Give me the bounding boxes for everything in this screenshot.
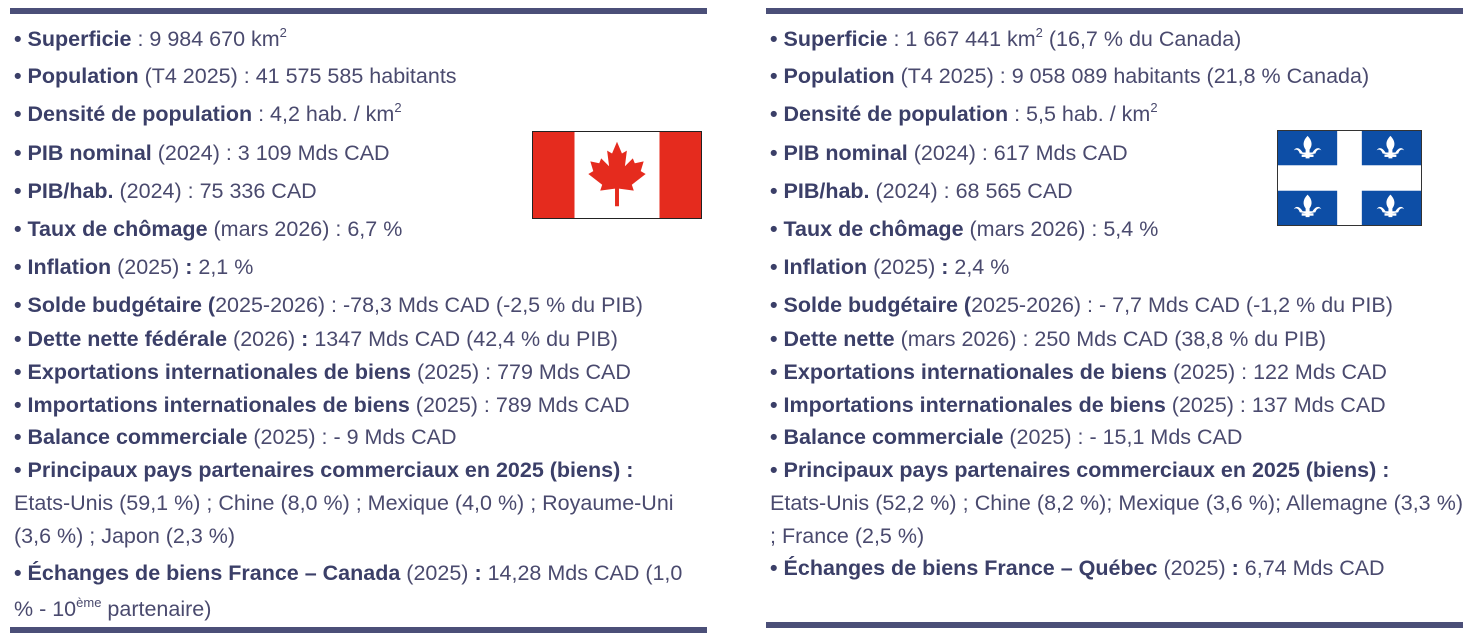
fact-value: Etats-Unis (52,2 %) ; Chine (8,2 %); Mex… bbox=[770, 491, 1463, 548]
fact-population: • Population (T4 2025) : 9 058 089 habit… bbox=[770, 64, 1370, 88]
fact-pib-hab: • PIB/hab. (2024) : 75 336 CAD bbox=[14, 179, 317, 203]
fact-chomage: • Taux de chômage (mars 2026) : 6,7 % bbox=[14, 217, 403, 241]
fact-label: Densité de population bbox=[27, 102, 253, 126]
fact-value: 6,7 % bbox=[347, 217, 403, 241]
fact-densite: • Densité de population : 4,2 hab. / km2 bbox=[14, 100, 402, 126]
fact-label: Taux de chômage bbox=[783, 217, 964, 241]
fact-value: 75 336 CAD bbox=[199, 179, 317, 203]
fact-label: Échanges de biens France – Québec bbox=[783, 556, 1158, 580]
fact-value: -78,3 Mds CAD (-2,5 % du PIB) bbox=[342, 293, 643, 317]
fact-value: Etats-Unis (59,1 %) ; Chine (8,0 %) ; Me… bbox=[14, 491, 674, 548]
fact-value: 68 565 CAD bbox=[955, 179, 1073, 203]
fact-label: Population bbox=[27, 64, 139, 88]
fact-label: Taux de chômage bbox=[27, 217, 208, 241]
fact-label: Inflation bbox=[783, 255, 868, 279]
fact-label: Solde budgétaire ( bbox=[783, 293, 972, 317]
fact-value: 14,28 Mds CAD (1,0 % - 10 bbox=[14, 561, 683, 621]
fact-balance: • Balance commerciale (2025) : - 15,1 Md… bbox=[770, 425, 1243, 449]
fact-importations: • Importations internationales de biens … bbox=[770, 393, 1386, 417]
canada-fact-panel: • Superficie : 9 984 670 km2 • Populatio… bbox=[10, 0, 707, 643]
quebec-flag-icon bbox=[1277, 130, 1422, 226]
fact-value: 779 Mds CAD bbox=[497, 360, 631, 384]
top-rule bbox=[766, 8, 1463, 14]
fact-label: Exportations internationales de biens bbox=[27, 360, 412, 384]
fact-label: Superficie bbox=[783, 27, 888, 51]
fact-value: 2,1 % bbox=[192, 255, 254, 279]
fact-label: PIB nominal bbox=[783, 141, 908, 165]
fact-label: Densité de population bbox=[783, 102, 1009, 126]
fact-value: 3 109 Mds CAD bbox=[237, 141, 390, 165]
fact-superficie: • Superficie : 1 667 441 km2 (16,7 % du … bbox=[770, 25, 1242, 51]
fact-label: Solde budgétaire ( bbox=[27, 293, 216, 317]
fact-value: 9 058 089 habitants (21,8 % Canada) bbox=[1011, 64, 1370, 88]
fact-value: 122 Mds CAD bbox=[1253, 360, 1387, 384]
fact-value: 41 575 585 habitants bbox=[255, 64, 457, 88]
fact-label: Superficie bbox=[27, 27, 132, 51]
fact-population: • Population (T4 2025) : 41 575 585 habi… bbox=[14, 64, 457, 88]
fact-dette: • Dette nette fédérale (2026) : 1347 Mds… bbox=[14, 327, 618, 351]
quebec-fact-panel: • Superficie : 1 667 441 km2 (16,7 % du … bbox=[766, 0, 1463, 643]
fact-label: Échanges de biens France – Canada bbox=[27, 561, 401, 585]
fact-value: 9 984 670 km bbox=[149, 27, 280, 51]
fact-label: PIB nominal bbox=[27, 141, 152, 165]
fact-value: 789 Mds CAD bbox=[495, 393, 630, 417]
fact-label: PIB/hab. bbox=[783, 179, 870, 203]
fact-label: Population bbox=[783, 64, 895, 88]
fact-label: Balance commerciale bbox=[783, 425, 1004, 449]
fact-exportations: • Exportations internationales de biens … bbox=[770, 360, 1387, 384]
fact-inflation: • Inflation (2025) : 2,1 % bbox=[14, 255, 254, 279]
fact-pib-nominal: • PIB nominal (2024) : 3 109 Mds CAD bbox=[14, 141, 390, 165]
fact-label: Importations internationales de biens bbox=[783, 393, 1166, 417]
fact-superficie: • Superficie : 9 984 670 km2 bbox=[14, 25, 287, 51]
fact-pib-nominal: • PIB nominal (2024) : 617 Mds CAD bbox=[770, 141, 1128, 165]
fact-label: Dette nette fédérale bbox=[27, 327, 228, 351]
fact-value: 617 Mds CAD bbox=[993, 141, 1128, 165]
fact-echanges: • Échanges de biens France – Canada (202… bbox=[14, 561, 683, 621]
bottom-rule bbox=[10, 627, 707, 633]
fact-value: 250 Mds CAD (38,8 % du PIB) bbox=[1034, 327, 1326, 351]
fact-densite: • Densité de population : 5,5 hab. / km2 bbox=[770, 100, 1158, 126]
fact-label: Principaux pays partenaires commerciaux … bbox=[27, 458, 634, 482]
fact-label: Importations internationales de biens bbox=[27, 393, 410, 417]
fact-partenaires: • Principaux pays partenaires commerciau… bbox=[770, 458, 1463, 548]
fact-solde: • Solde budgétaire (2025-2026) : - 7,7 M… bbox=[770, 293, 1393, 317]
fact-value: 5,4 % bbox=[1103, 217, 1159, 241]
fact-exportations: • Exportations internationales de biens … bbox=[14, 360, 631, 384]
fact-value: - 9 Mds CAD bbox=[333, 425, 457, 449]
fact-label: PIB/hab. bbox=[27, 179, 114, 203]
fact-echanges: • Échanges de biens France – Québec (202… bbox=[770, 556, 1385, 580]
fact-value: 2,4 % bbox=[948, 255, 1010, 279]
fact-label: Dette nette bbox=[783, 327, 895, 351]
fact-value: 4,2 hab. / km bbox=[270, 102, 395, 126]
fact-value: - 7,7 Mds CAD (-1,2 % du PIB) bbox=[1098, 293, 1393, 317]
fact-value: 1 667 441 km bbox=[905, 27, 1036, 51]
fact-dette: • Dette nette (mars 2026) : 250 Mds CAD … bbox=[770, 327, 1326, 351]
fact-label: Principaux pays partenaires commerciaux … bbox=[783, 458, 1390, 482]
bottom-rule bbox=[766, 622, 1463, 628]
fact-partenaires: • Principaux pays partenaires commerciau… bbox=[14, 458, 674, 548]
fact-label: Inflation bbox=[27, 255, 112, 279]
fact-value: 137 Mds CAD bbox=[1251, 393, 1386, 417]
fact-label: Balance commerciale bbox=[27, 425, 248, 449]
fact-balance: • Balance commerciale (2025) : - 9 Mds C… bbox=[14, 425, 457, 449]
fact-chomage: • Taux de chômage (mars 2026) : 5,4 % bbox=[770, 217, 1159, 241]
fact-value: 6,74 Mds CAD bbox=[1238, 556, 1385, 580]
fact-importations: • Importations internationales de biens … bbox=[14, 393, 630, 417]
top-rule bbox=[10, 8, 707, 14]
fact-solde: • Solde budgétaire (2025-2026) : -78,3 M… bbox=[14, 293, 643, 317]
fact-value: 5,5 hab. / km bbox=[1026, 102, 1151, 126]
fact-inflation: • Inflation (2025) : 2,4 % bbox=[770, 255, 1010, 279]
fact-value: - 15,1 Mds CAD bbox=[1089, 425, 1243, 449]
fact-label: Exportations internationales de biens bbox=[783, 360, 1168, 384]
fact-pib-hab: • PIB/hab. (2024) : 68 565 CAD bbox=[770, 179, 1073, 203]
fact-value: 1347 Mds CAD (42,4 % du PIB) bbox=[308, 327, 618, 351]
canada-flag-icon bbox=[532, 131, 702, 219]
